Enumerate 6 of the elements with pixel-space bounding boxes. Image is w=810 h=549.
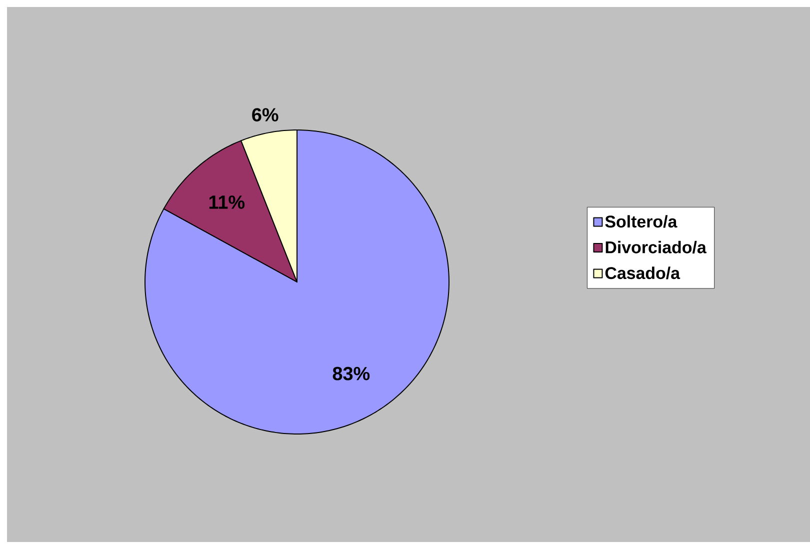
legend-label: Casado/a — [605, 266, 680, 280]
data-label: 11% — [209, 196, 245, 209]
legend-label: Divorciado/a — [606, 240, 706, 254]
legend-label: Soltero/a — [605, 215, 678, 228]
data-label: 83% — [332, 366, 370, 380]
data-label: 6% — [252, 108, 278, 122]
